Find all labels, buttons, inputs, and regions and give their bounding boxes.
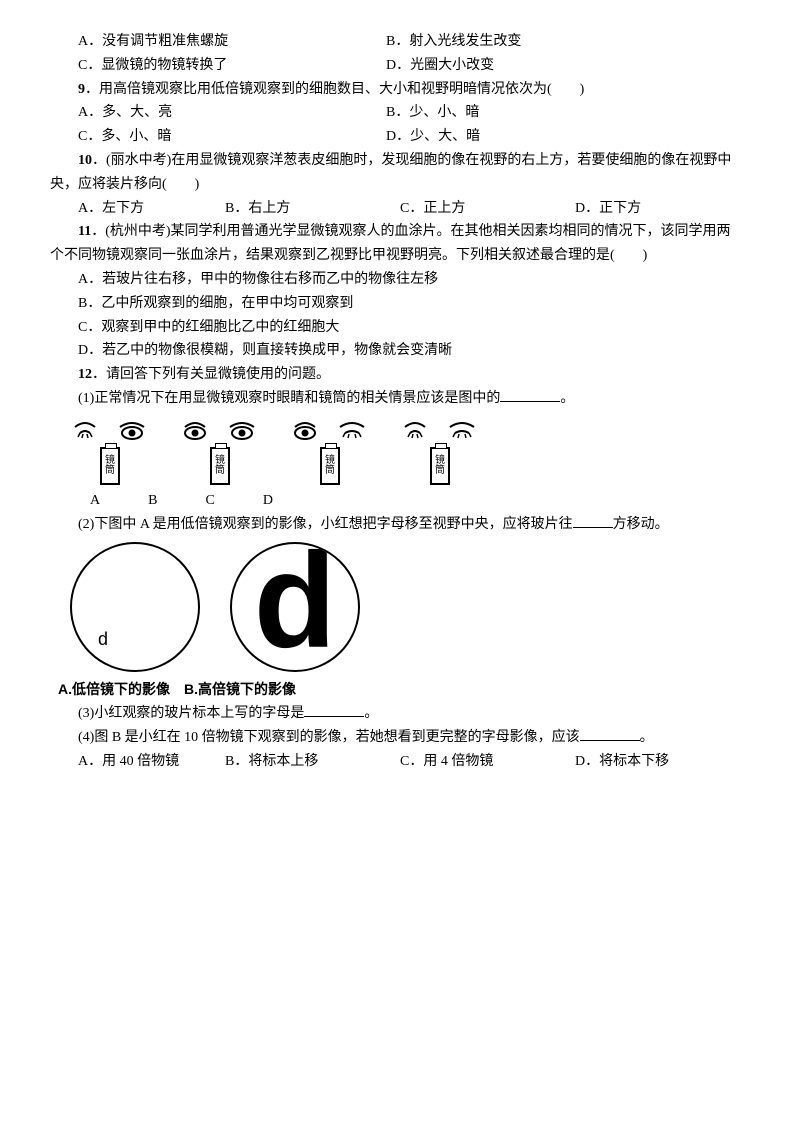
- small-d-letter: d: [98, 624, 108, 655]
- q12-part2: (2)下图中 A 是用低倍镜观察到的影像，小红想把字母移至视野中央，应将玻片往 方…: [50, 513, 750, 537]
- q12-p3-a: (3)小红观察的玻片标本上写的字母是: [78, 706, 304, 721]
- q8-options-row2: C．显微镜的物镜转换了 D．光圈大小改变: [50, 54, 750, 78]
- q10-option-C: C．正上方: [400, 197, 575, 221]
- eyes-D-icon: [400, 419, 480, 445]
- q12-p1-a: (1)正常情况下在用显微镜观察时眼睛和镜筒的相关情景应该是图中的: [78, 391, 500, 406]
- tube-C: 镜筒: [320, 447, 340, 485]
- q12-p4-option-A: A．用 40 倍物镜: [50, 750, 225, 774]
- q12-part4-options: A．用 40 倍物镜 B．将标本上移 C．用 4 倍物镜 D．将标本下移: [50, 750, 750, 774]
- q9-option-D: D．少、大、暗: [386, 125, 750, 149]
- q9-option-B: B．少、小、暗: [386, 101, 750, 125]
- q12-p3-blank: [304, 703, 364, 717]
- q12-part4: (4)图 B 是小红在 10 倍物镜下观察到的影像，若她想看到更完整的字母影像，…: [50, 726, 750, 750]
- tube-A: 镜筒: [100, 447, 120, 485]
- q11-stem: 11．(杭州中考)某同学利用普通光学显微镜观察人的血涂片。在其他相关因素均相同的…: [50, 220, 750, 244]
- q10-stem: 10．(丽水中考)在用显微镜观察洋葱表皮细胞时，发现细胞的像在视野的右上方，若要…: [50, 149, 750, 173]
- q9-options-row1: A．多、大、亮 B．少、小、暗: [50, 101, 750, 125]
- q11-stem-cont: 个不同物镜观察同一张血涂片，结果观察到乙视野比甲视野明亮。下列相关叙述最合理的是…: [50, 244, 750, 268]
- q12-p4-b: 。: [640, 730, 654, 745]
- q9-stem-text: ．用高倍镜观察比用低倍镜观察到的细胞数目、大小和视野明暗情况依次为( ): [85, 82, 584, 97]
- eye-labels-row: A B C D: [50, 489, 750, 513]
- q10-options: A．左下方 B．右上方 C．正上方 D．正下方: [50, 197, 750, 221]
- q11-option-A: A．若玻片往右移，甲中的物像往右移而乙中的物像往左移: [50, 268, 750, 292]
- eye-label-B: B: [148, 489, 157, 513]
- q9-options-row2: C．多、小、暗 D．少、大、暗: [50, 125, 750, 149]
- tube-D: 镜筒: [430, 447, 450, 485]
- q10-stem-text: ．(丽水中考)在用显微镜观察洋葱表皮细胞时，发现细胞的像在视野的右上方，若要使细…: [92, 153, 731, 168]
- q9-stem: 9．用高倍镜观察比用低倍镜观察到的细胞数目、大小和视野明暗情况依次为( ): [50, 78, 750, 102]
- q10-option-D: D．正下方: [575, 197, 750, 221]
- q8-option-C: C．显微镜的物镜转换了: [50, 54, 386, 78]
- q12-p4-option-C: C．用 4 倍物镜: [400, 750, 575, 774]
- q8-option-A: A．没有调节粗准焦螺旋: [50, 30, 386, 54]
- circle-A: d: [70, 542, 200, 672]
- eye-item-B: 镜筒: [180, 419, 260, 485]
- q12-p3-b: 。: [364, 706, 378, 721]
- q12-part3: (3)小红观察的玻片标本上写的字母是 。: [50, 702, 750, 726]
- eye-figure-row: 镜筒 镜筒 镜筒: [50, 419, 750, 485]
- q9-option-C: C．多、小、暗: [50, 125, 386, 149]
- eye-item-A: 镜筒: [70, 419, 150, 485]
- eye-label-D: D: [263, 489, 273, 513]
- q12-p2-b: 方移动。: [613, 517, 669, 532]
- q12-p4-a: (4)图 B 是小红在 10 倍物镜下观察到的影像，若她想看到更完整的字母影像，…: [78, 730, 580, 745]
- q8-option-B: B．射入光线发生改变: [386, 30, 750, 54]
- eye-item-D: 镜筒: [400, 419, 480, 485]
- tube-char2c: 筒: [325, 466, 335, 476]
- circle-figure-row: d d: [50, 542, 750, 672]
- eyes-C-icon: [290, 419, 370, 445]
- q11-option-C: C．观察到甲中的红细胞比乙中的红细胞大: [50, 316, 750, 340]
- q11-option-D: D．若乙中的物像很模糊，则直接转换成甲，物像就会变清晰: [50, 339, 750, 363]
- q12-p1-blank: [500, 388, 560, 402]
- circle-B: d: [230, 542, 360, 672]
- q11-option-B: B．乙中所观察到的细胞，在甲中均可观察到: [50, 292, 750, 316]
- eyes-B-icon: [180, 419, 260, 445]
- eye-item-C: 镜筒: [290, 419, 370, 485]
- q10-option-A: A．左下方: [50, 197, 225, 221]
- tube-char2d: 筒: [435, 466, 445, 476]
- q10-option-B: B．右上方: [225, 197, 400, 221]
- q12-part1: (1)正常情况下在用显微镜观察时眼睛和镜筒的相关情景应该是图中的 。: [50, 387, 750, 411]
- tube-char2b: 筒: [215, 466, 225, 476]
- q12-p2-a: (2)下图中 A 是用低倍镜观察到的影像，小红想把字母移至视野中央，应将玻片往: [78, 517, 573, 532]
- eyes-A-icon: [70, 419, 150, 445]
- q12-p2-blank: [573, 514, 613, 528]
- q12-p1-b: 。: [560, 391, 574, 406]
- circle-caption: A.低倍镜下的影像 B.高倍镜下的影像: [50, 678, 750, 702]
- q12-p4-option-B: B．将标本上移: [225, 750, 400, 774]
- q8-options-row1: A．没有调节粗准焦螺旋 B．射入光线发生改变: [50, 30, 750, 54]
- q12-stem: 12．请回答下列有关显微镜使用的问题。: [50, 363, 750, 387]
- q12-stem-text: ．请回答下列有关显微镜使用的问题。: [92, 367, 330, 382]
- q9-option-A: A．多、大、亮: [50, 101, 386, 125]
- q10-stem-cont: 央，应将装片移向( ): [50, 173, 750, 197]
- tube-char2: 筒: [105, 466, 115, 476]
- big-d-letter: d: [254, 542, 336, 668]
- q11-stem-text: ．(杭州中考)某同学利用普通光学显微镜观察人的血涂片。在其他相关因素均相同的情况…: [91, 224, 730, 239]
- q12-p4-option-D: D．将标本下移: [575, 750, 750, 774]
- eye-label-C: C: [205, 489, 214, 513]
- q8-option-D: D．光圈大小改变: [386, 54, 750, 78]
- eye-label-A: A: [90, 489, 100, 513]
- tube-B: 镜筒: [210, 447, 230, 485]
- q12-p4-blank: [580, 727, 640, 741]
